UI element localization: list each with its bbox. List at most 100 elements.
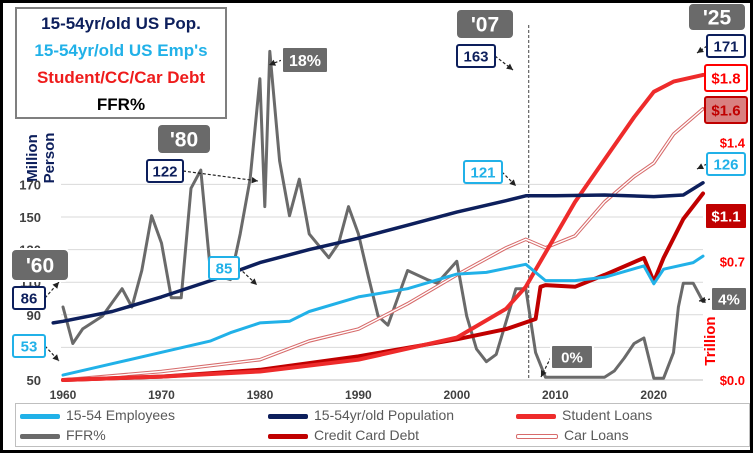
callout-label-ffr-peak: 18% — [289, 53, 321, 70]
callout-label-pop-2025: 171 — [713, 38, 738, 55]
callout-arrowhead-pop-1980 — [251, 177, 258, 184]
y-axis-title-left: MillionPerson — [24, 133, 58, 184]
callout-box-student-2025 — [704, 64, 748, 92]
title-line-ffr: FFR% — [96, 95, 146, 114]
legend-swatch-credit-card — [268, 433, 308, 439]
callout-box-pop-2025 — [706, 34, 746, 58]
callout-box-ffr-peak — [281, 46, 329, 74]
callout-label-year-1960: '60 — [26, 255, 54, 278]
callout-arrowhead-pop-1960 — [52, 282, 59, 289]
callout-leader-ffr-zero — [540, 356, 552, 378]
callout-box-emp-1960 — [12, 334, 46, 358]
title-line-employees: 15-54yr/old US Emp's — [34, 41, 208, 60]
legend-swatch-student-loans — [516, 413, 556, 419]
y-tick-label-left: 50 — [27, 373, 41, 388]
y-tick-label-left: 90 — [27, 308, 41, 323]
callout-box-year-2007 — [455, 8, 515, 40]
y-tick-label-left: 170 — [19, 177, 41, 192]
legend-label-employees: 15-54 Employees — [66, 407, 175, 423]
legend-label-ffr: FFR% — [66, 427, 106, 443]
callout-box-year-1960 — [10, 248, 70, 282]
callout-label-ffr-2025: 4% — [718, 291, 740, 308]
callout-box-cc-2025 — [704, 202, 748, 230]
legend-label-student-loans: Student Loans — [562, 407, 653, 423]
callout-leader-pop-1980 — [182, 170, 259, 182]
y-tick-label-left: 150 — [19, 210, 41, 225]
y-tick-label-right: $0.7 — [720, 254, 745, 269]
callout-label-student-2025: $1.8 — [711, 70, 740, 87]
callout-arrowhead-emp-1980 — [250, 278, 257, 285]
callout-label-pop-1980: 122 — [152, 163, 177, 180]
callout-box-pop-1960 — [12, 286, 46, 310]
y-axis-title-left-word: Person — [41, 133, 58, 184]
callout-arrowhead-emp-2025 — [697, 163, 704, 170]
legend-label-population: 15-54yr/old Population — [314, 407, 455, 423]
callout-box-year-2025 — [687, 3, 747, 32]
callout-label-car-2025: $1.6 — [711, 102, 740, 119]
legend-item-student-loans: Student Loans — [516, 405, 652, 425]
x-tick-label: 1990 — [345, 388, 372, 402]
callout-arrowhead-pop-2007 — [506, 63, 513, 70]
callout-arrowhead-emp-1960 — [52, 354, 59, 361]
legend-swatch-population — [268, 413, 308, 419]
callout-label-emp-2025: 126 — [713, 156, 738, 173]
x-tick-label: 2010 — [542, 388, 569, 402]
callout-arrowhead-emp-2007 — [509, 179, 516, 186]
chart-plot: 507090110130150170MillionPerson$0.0$0.7$… — [10, 3, 748, 402]
ffr-line — [61, 49, 705, 380]
callout-box-ffr-zero — [550, 344, 594, 370]
legend-item-employees: 15-54 Employees — [20, 405, 175, 425]
y-tick-label-right: $1.4 — [720, 136, 746, 151]
callout-label-cc-2025: $1.1 — [711, 208, 740, 225]
callout-leader-pop-2007 — [494, 55, 514, 71]
title-line-population: 15-54yr/old US Pop. — [41, 14, 201, 33]
x-tick-label: 2020 — [640, 388, 667, 402]
x-tick-label: 2000 — [443, 388, 470, 402]
callout-box-emp-2007 — [463, 160, 503, 184]
y-axis-title-left-word: Million — [24, 134, 41, 182]
callout-box-emp-2025 — [706, 152, 746, 176]
callout-arrowhead-ffr-peak — [269, 59, 276, 66]
callout-label-emp-2007: 121 — [470, 164, 495, 181]
callout-label-year-2025: '25 — [703, 7, 732, 30]
callout-box-ffr-2025 — [710, 286, 748, 312]
legend-label-car-loans: Car Loans — [564, 427, 629, 443]
employees-line — [61, 254, 705, 377]
legend-item-ffr: FFR% — [20, 425, 106, 445]
legend-item-population: 15-54yr/old Population — [268, 405, 454, 425]
car-loans-line-inner — [62, 108, 704, 381]
callout-box-pop-1980 — [146, 159, 184, 183]
legend-item-credit-card: Credit Card Debt — [268, 425, 419, 445]
chart-title-box: 15-54yr/old US Pop. 15-54yr/old US Emp's… — [15, 7, 227, 119]
callout-label-year-1980: '80 — [170, 129, 198, 152]
legend-item-car-loans: Car Loans — [516, 425, 629, 445]
callout-label-emp-1960: 53 — [21, 338, 38, 355]
legend-swatch-employees — [20, 413, 60, 419]
callout-label-pop-2007: 163 — [463, 48, 488, 65]
x-tick-label: 1970 — [148, 388, 175, 402]
callout-label-ffr-zero: 0% — [561, 349, 583, 366]
callout-arrowhead-ffr-zero — [540, 370, 547, 377]
callout-box-year-1980 — [156, 123, 212, 155]
legend-label-credit-card: Credit Card Debt — [314, 427, 420, 443]
callout-arrowhead-ffr-2025 — [699, 296, 706, 304]
credit-card-line — [61, 191, 705, 382]
callout-box-pop-2007 — [456, 44, 496, 68]
y-axis-title-right: Trillion — [702, 316, 719, 365]
x-tick-label: 1980 — [247, 388, 274, 402]
legend-swatch-ffr — [20, 433, 60, 439]
legend-swatch-car-loans — [516, 433, 558, 439]
chart-legend: 15-54 Employees 15-54yr/old Population S… — [15, 403, 750, 447]
callout-arrowhead-pop-2025 — [697, 46, 704, 53]
callout-box-emp-1980 — [208, 256, 240, 280]
callout-label-pop-1960: 86 — [21, 290, 38, 307]
y-tick-label-right: $0.0 — [720, 373, 745, 388]
population-line — [51, 181, 705, 325]
student-loans-line — [61, 72, 705, 382]
title-line-debt: Student/CC/Car Debt — [36, 68, 206, 87]
callout-label-emp-1980: 85 — [216, 260, 233, 277]
callout-box-car-2025 — [704, 96, 748, 124]
x-tick-label: 1960 — [50, 388, 77, 402]
callout-label-year-2007: '07 — [471, 14, 499, 37]
